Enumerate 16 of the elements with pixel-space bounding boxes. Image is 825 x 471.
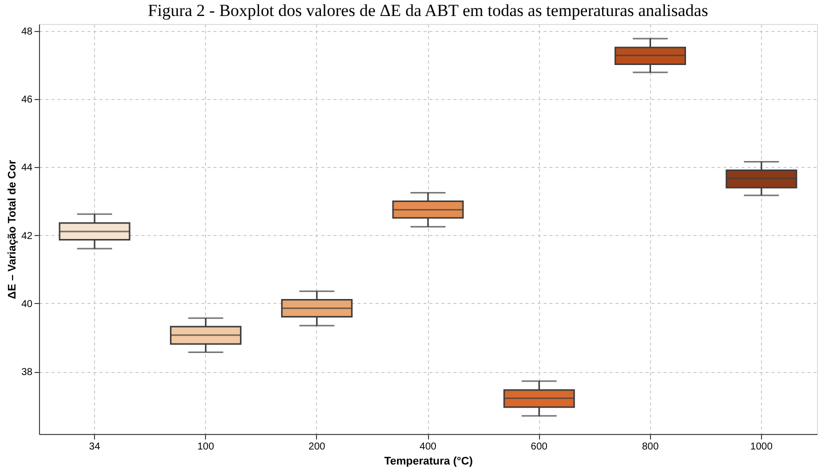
x-tick-label: 800: [642, 442, 660, 452]
x-tick-label: 1000: [750, 442, 773, 452]
y-tick-label: 38: [21, 367, 33, 378]
x-tick-label: 200: [308, 442, 326, 452]
y-axis-title: ΔE – Variação Total de Cor: [6, 159, 18, 300]
x-tick-label: 600: [530, 442, 548, 452]
y-tick-label: 48: [21, 26, 33, 38]
y-tick-label: 46: [21, 94, 33, 106]
y-tick-label: 40: [21, 298, 33, 310]
chart-title: Figura 2 - Boxplot dos valores de ΔE da ABT em todas as temperaturas analisadas: [148, 1, 708, 20]
x-tick-label: 400: [420, 442, 437, 452]
y-tick-label: 44: [21, 162, 33, 174]
x-tick-label: 34: [89, 442, 101, 452]
x-axis-title: Temperatura (°C): [384, 456, 474, 468]
y-tick-label: 42: [21, 230, 33, 242]
x-tick-label: 100: [197, 442, 214, 452]
